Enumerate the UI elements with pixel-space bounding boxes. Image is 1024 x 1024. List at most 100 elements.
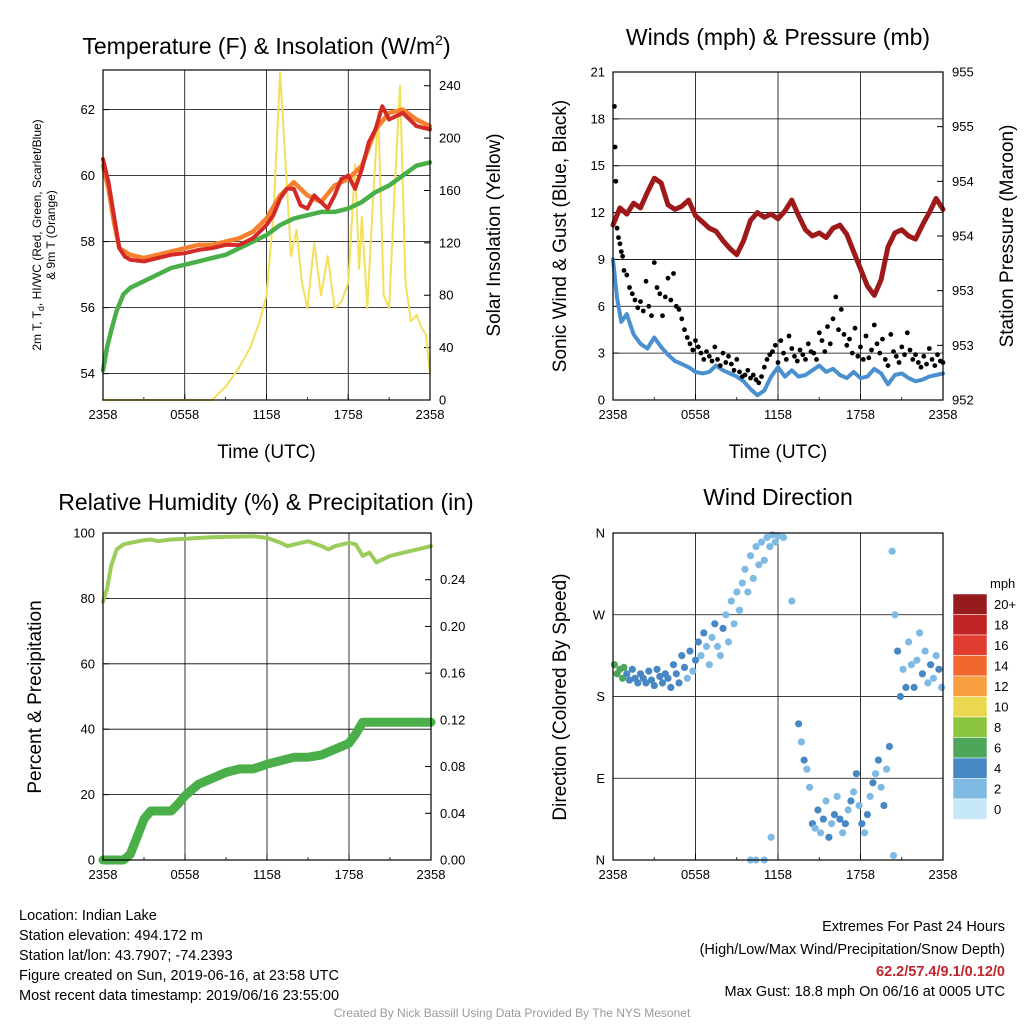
- direction-point: [918, 670, 927, 678]
- direction-point: [896, 692, 905, 701]
- x-tick-label: 2358: [89, 407, 118, 422]
- direction-point: [889, 851, 898, 860]
- gust-point: [847, 336, 852, 342]
- direction-point: [888, 547, 896, 555]
- gust-point: [668, 297, 674, 303]
- y2-tick-label: 160: [439, 183, 461, 198]
- y2-tick-label: 0: [439, 393, 446, 408]
- direction-point: [700, 629, 708, 637]
- gust-point: [676, 307, 682, 312]
- gust-point: [899, 344, 905, 350]
- direction-point: [833, 792, 841, 801]
- legend-swatch: [952, 737, 988, 759]
- direction-point: [647, 676, 656, 684]
- direction-point: [702, 642, 711, 651]
- gust-point: [687, 341, 693, 347]
- recent-data-timestamp: Most recent data timestamp: 2019/06/16 2…: [19, 988, 340, 1004]
- gust-point: [822, 349, 828, 354]
- direction-point: [836, 815, 844, 823]
- gust-point: [629, 291, 635, 297]
- x-tick-label: 1158: [764, 407, 792, 422]
- gust-point: [893, 353, 899, 359]
- y2-axis-title: Station Pressure (Maroon): [997, 125, 1018, 348]
- direction-point: [716, 652, 724, 660]
- gust-point: [863, 333, 869, 339]
- legend-label: 18: [994, 618, 1008, 633]
- direction-point: [708, 633, 716, 642]
- direction-point: [744, 588, 752, 596]
- direction-point: [869, 779, 877, 787]
- direction-point: [774, 532, 782, 540]
- direction-point: [803, 765, 811, 773]
- y2-tick-label: 120: [439, 235, 461, 250]
- direction-point: [722, 611, 730, 619]
- gust-point: [874, 341, 880, 347]
- gust-point: [825, 324, 830, 329]
- y-tick-label: N: [596, 526, 605, 541]
- x-tick-label: 1758: [334, 407, 363, 422]
- direction-point: [733, 588, 741, 596]
- legend-label: 10: [994, 700, 1008, 715]
- x-tick-label: 1758: [846, 867, 875, 882]
- legend-swatch: [952, 634, 988, 656]
- direction-point: [686, 647, 694, 655]
- direction-point: [874, 756, 883, 764]
- gust-point: [706, 353, 712, 359]
- gust-point: [671, 271, 676, 276]
- gust-point: [778, 338, 784, 343]
- direction-point: [795, 720, 803, 728]
- gust-point: [617, 241, 623, 247]
- y2-tick-label: 200: [439, 131, 461, 146]
- direction-point: [863, 811, 872, 819]
- gust-point: [800, 352, 806, 358]
- extremes-block: Extremes For Past 24 Hours (High/Low/Max…: [700, 917, 1005, 1002]
- y-tick-label: 12: [591, 205, 605, 220]
- legend-swatch: [952, 716, 988, 738]
- panel-winds: 2358 0558 1158 1758 235803691215182195295395…: [550, 24, 1018, 463]
- gust-point: [759, 374, 764, 379]
- y-axis-title-end: , HI/WC (Red, Green, Scarlet/Blue): [30, 119, 44, 306]
- gust-point: [907, 347, 913, 353]
- y-tick-label: N: [596, 853, 605, 868]
- gust-point: [896, 360, 902, 365]
- y2-tick-label: 954: [952, 229, 974, 244]
- direction-point: [634, 679, 642, 687]
- plot-frame: [102, 69, 431, 401]
- direction-point: [924, 679, 932, 687]
- gust-point: [781, 350, 786, 356]
- y2-tick-label: 955: [952, 65, 974, 80]
- x-tick-label: 2358: [89, 867, 118, 882]
- direction-point: [938, 683, 946, 692]
- direction-point: [885, 742, 894, 751]
- gust-point: [805, 341, 811, 347]
- legend-label: 6: [994, 741, 1001, 756]
- gust-point: [679, 316, 685, 322]
- direction-point: [822, 797, 830, 805]
- gust-point: [819, 338, 825, 343]
- speed-legend: mph 20+ 18 16 14 12 10 8 6 4 2 0: [952, 576, 1016, 820]
- direction-point: [719, 624, 727, 633]
- direction-point: [927, 661, 935, 669]
- legend-label: 4: [994, 761, 1001, 776]
- direction-point: [880, 801, 888, 810]
- gust-point: [877, 350, 883, 356]
- direction-point: [916, 629, 924, 637]
- gust-point: [932, 363, 938, 368]
- direction-point: [830, 811, 839, 819]
- station-info: Location: Indian Lake Station elevation:…: [19, 906, 339, 1006]
- legend-label: 0: [994, 802, 1001, 817]
- gust-point: [792, 353, 797, 359]
- gust-point: [770, 349, 775, 354]
- x-tick-label: 2358: [599, 407, 628, 422]
- chart-title-end: ): [443, 33, 451, 59]
- gust-point: [737, 369, 742, 375]
- direction-point: [858, 820, 866, 828]
- direction-point: [817, 829, 825, 837]
- y2-axis-title: Solar Insolation (Yellow): [484, 133, 505, 336]
- gust-point: [640, 308, 646, 314]
- gust-point: [858, 344, 863, 350]
- gust-point: [756, 380, 762, 386]
- y2-tick-label: 953: [952, 283, 974, 298]
- direction-point: [935, 665, 943, 673]
- y2-tick-label: 0.04: [440, 806, 465, 821]
